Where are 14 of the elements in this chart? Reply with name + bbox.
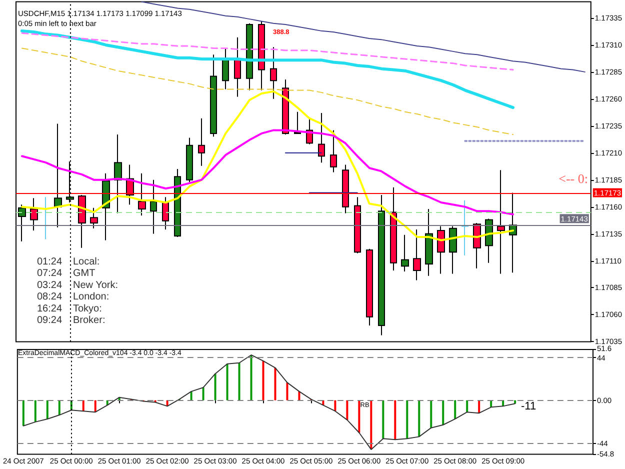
annotation: -11 [521,400,536,412]
annotation: Local: [73,256,100,268]
annotation: Tokyo: [73,303,102,314]
annotation: 01:24 [37,256,62,268]
annotation: London: [73,292,110,303]
annotation: <-- 0: [558,171,588,186]
annotation: 09:24 [37,315,62,326]
annotation: GMT [73,268,96,280]
annotation: 08:24 [37,292,62,303]
annotation: 16:24 [37,303,62,314]
annotation: 07:24 [37,268,62,280]
annotation: New York: [73,280,118,291]
annotation: Broker: [73,315,106,326]
annotation: 03:24 [37,280,62,291]
